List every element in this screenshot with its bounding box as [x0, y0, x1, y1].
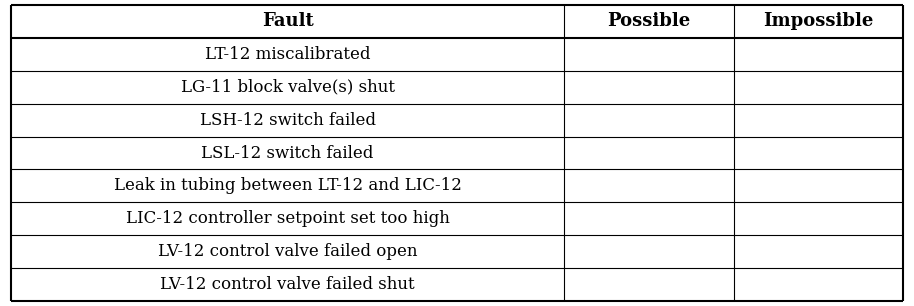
Text: Possible: Possible — [607, 12, 690, 30]
Text: LIC-12 controller setpoint set too high: LIC-12 controller setpoint set too high — [125, 211, 450, 227]
Text: LSH-12 switch failed: LSH-12 switch failed — [199, 111, 376, 129]
Text: Impossible: Impossible — [763, 12, 874, 30]
Text: LSL-12 switch failed: LSL-12 switch failed — [201, 144, 374, 162]
Text: LT-12 miscalibrated: LT-12 miscalibrated — [205, 46, 370, 62]
Text: LV-12 control valve failed shut: LV-12 control valve failed shut — [160, 276, 415, 293]
Text: LG-11 block valve(s) shut: LG-11 block valve(s) shut — [180, 79, 395, 95]
Text: LV-12 control valve failed open: LV-12 control valve failed open — [158, 244, 418, 260]
Text: Fault: Fault — [261, 12, 314, 30]
Text: Leak in tubing between LT-12 and LIC-12: Leak in tubing between LT-12 and LIC-12 — [113, 177, 462, 195]
